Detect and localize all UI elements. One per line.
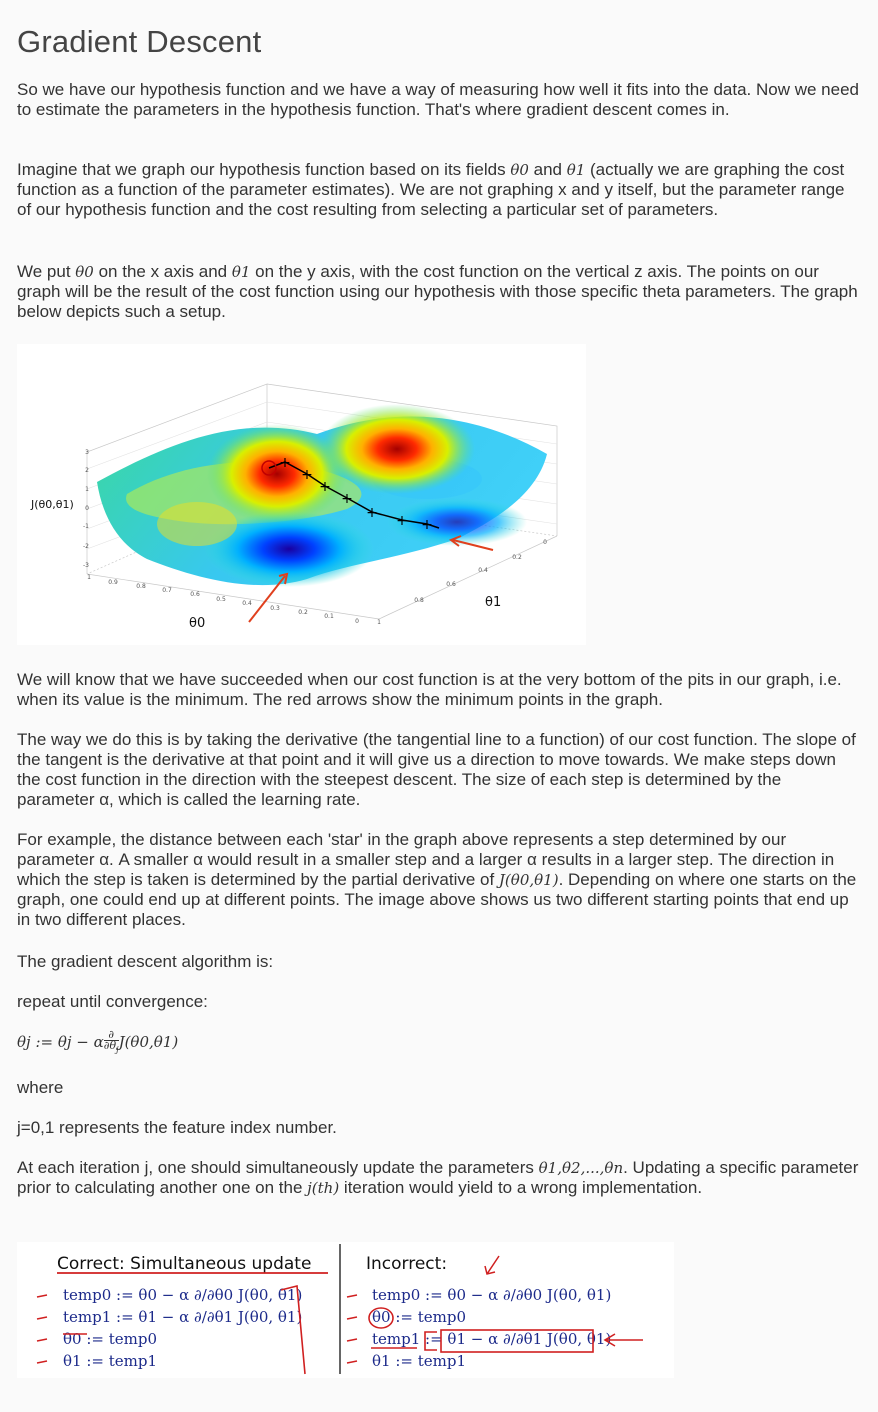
svg-text:0: 0 <box>543 539 547 546</box>
svg-text:temp0 := θ0 − α ∂/∂θ0 J(θ0, θ1: temp0 := θ0 − α ∂/∂θ0 J(θ0, θ1) <box>372 1286 611 1304</box>
paragraph-intro: So we have our hypothesis function and w… <box>17 80 859 119</box>
svg-text:1: 1 <box>377 619 381 626</box>
text: We put <box>17 262 76 281</box>
svg-text:+: + <box>421 517 433 533</box>
svg-text:0.4: 0.4 <box>478 567 488 574</box>
svg-text:1: 1 <box>87 574 91 581</box>
math-theta0: θ0 <box>510 161 529 179</box>
svg-text:0: 0 <box>85 505 89 512</box>
incorrect-title: Incorrect: <box>366 1254 447 1274</box>
surface-yellow <box>157 502 237 546</box>
pit-right <box>387 498 527 546</box>
svg-text:0.5: 0.5 <box>216 596 226 603</box>
correct-title: Correct: Simultaneous update <box>57 1254 311 1274</box>
red-annotations <box>36 1284 643 1375</box>
text: Imagine that we graph our hypothesis fun… <box>17 160 511 179</box>
svg-text:0.2: 0.2 <box>298 609 308 616</box>
text: . Depending on where one starts on the g… <box>17 870 857 929</box>
svg-text:1: 1 <box>85 486 89 493</box>
svg-text:0.7: 0.7 <box>162 587 172 594</box>
text: on the x axis and <box>93 262 232 281</box>
text: iteration would yield to a wrong impleme… <box>339 1178 703 1197</box>
paragraph-minimum: We will know that we have succeeded when… <box>17 670 842 709</box>
paragraph-algorithm-intro: The gradient descent algorithm is: <box>17 952 274 971</box>
svg-text:+: + <box>341 491 353 507</box>
svg-text:3: 3 <box>85 449 89 456</box>
paragraph-graph-fields: Imagine that we graph our hypothesis fun… <box>17 160 859 220</box>
peak-left <box>207 424 347 524</box>
svg-text:+: + <box>279 455 291 471</box>
formula-lhs: θj := θj − α <box>17 1033 104 1052</box>
text: For example, the distance between each '… <box>17 830 835 889</box>
svg-text:0.9: 0.9 <box>108 579 118 586</box>
svg-text:0.6: 0.6 <box>190 591 200 598</box>
svg-text:0.2: 0.2 <box>512 554 522 561</box>
update-formula: θj := θj − α ∂ ∂θj J(θ0,θ1) <box>17 1028 859 1055</box>
partial-derivative-fraction: ∂ ∂θj <box>103 1028 119 1055</box>
svg-text:0.1: 0.1 <box>324 613 334 620</box>
y-ticks: 0 0.2 0.4 0.6 0.8 1 <box>377 539 547 626</box>
svg-text:0.8: 0.8 <box>414 597 424 604</box>
y-axis-label: θ1 <box>485 595 501 610</box>
math-jth: j(th) <box>307 1179 340 1197</box>
math-theta1: θ1 <box>566 161 586 179</box>
svg-text:-2: -2 <box>83 543 89 550</box>
svg-text:θ0 := temp0: θ0 := temp0 <box>372 1308 466 1326</box>
paragraph-simultaneous: At each iteration j, one should simultan… <box>17 1158 859 1198</box>
z-ticks: 3 2 1 0 -1 -2 -3 <box>83 449 89 569</box>
math-theta0: θ0 <box>75 263 94 281</box>
update-comparison-figure: Correct: Simultaneous update Incorrect: … <box>17 1242 674 1378</box>
svg-text:0: 0 <box>355 618 359 625</box>
cost-surface-plot: + + + + + + + 3 2 1 0 -1 -2 -3 <box>30 383 558 631</box>
svg-text:+: + <box>366 505 378 521</box>
pit-left <box>204 511 374 587</box>
svg-text:temp1 := θ1 − α ∂/∂θ1 J(θ0, θ1: temp1 := θ1 − α ∂/∂θ1 J(θ0, θ1) <box>63 1308 302 1326</box>
paragraph-axes: We put θ0 on the x axis and θ1 on the y … <box>17 262 859 322</box>
svg-text:θ0 := temp0: θ0 := temp0 <box>63 1330 157 1348</box>
svg-text:+: + <box>301 467 313 483</box>
svg-text:temp1 := θ1 − α ∂/∂θ1 J(θ0, θ1: temp1 := θ1 − α ∂/∂θ1 J(θ0, θ1) <box>372 1330 611 1348</box>
cost-surface-figure: + + + + + + + 3 2 1 0 -1 -2 -3 <box>17 344 586 645</box>
paragraph-example: For example, the distance between each '… <box>17 830 859 930</box>
svg-text:0.4: 0.4 <box>242 600 252 607</box>
svg-text:θ1 := temp1: θ1 := temp1 <box>63 1352 157 1370</box>
minimum-arrows <box>248 535 494 623</box>
text: . Updating a specific parameter prior to… <box>17 1158 859 1197</box>
svg-text:-1: -1 <box>83 523 89 530</box>
paragraph-derivative: The way we do this is by taking the deri… <box>17 730 856 809</box>
svg-text:temp0 := θ0 − α ∂/∂θ0 J(θ0, θ1: temp0 := θ0 − α ∂/∂θ0 J(θ0, θ1) <box>63 1286 302 1304</box>
svg-text:θ1 := temp1: θ1 := temp1 <box>372 1352 466 1370</box>
paragraph-where: where <box>17 1078 64 1097</box>
text: At each iteration j, one should simultan… <box>17 1158 539 1177</box>
paragraph-feature-index: j=0,1 represents the feature index numbe… <box>17 1118 337 1137</box>
math-theta1: θ1 <box>231 263 251 281</box>
svg-text:0.8: 0.8 <box>136 583 146 590</box>
math-params: θ1,θ2,...,θn <box>538 1159 624 1177</box>
formula-rhs: J(θ0,θ1) <box>118 1033 179 1052</box>
paragraph-repeat: repeat until convergence: <box>17 992 208 1011</box>
incorrect-lines: temp0 := θ0 − α ∂/∂θ0 J(θ0, θ1) θ0 := te… <box>372 1286 611 1370</box>
svg-text:2: 2 <box>85 467 89 474</box>
text: (actually we are graphing the cost funct… <box>17 160 845 219</box>
peak-right <box>319 404 475 494</box>
descent-path: + + + + + + + <box>261 455 440 533</box>
page-title: Gradient Descent <box>17 24 262 59</box>
update-comparison: Correct: Simultaneous update Incorrect: … <box>36 1244 643 1375</box>
svg-text:-3: -3 <box>83 562 89 569</box>
svg-text:+: + <box>396 513 408 529</box>
math-cost: J(θ0,θ1) <box>498 871 559 889</box>
text: on the y axis, with the cost function on… <box>17 262 858 321</box>
x-axis-label: θ0 <box>189 616 205 631</box>
svg-text:+: + <box>319 479 331 495</box>
z-axis-label: J(θ0,θ1) <box>30 498 74 511</box>
svg-text:0.6: 0.6 <box>446 581 456 588</box>
correct-lines: temp0 := θ0 − α ∂/∂θ0 J(θ0, θ1) temp1 :=… <box>63 1286 302 1370</box>
text: and <box>528 160 567 179</box>
x-ticks: 1 0.9 0.8 0.7 0.6 0.5 0.4 0.3 0.2 0.1 0 <box>87 574 359 625</box>
svg-text:0.3: 0.3 <box>270 605 280 612</box>
